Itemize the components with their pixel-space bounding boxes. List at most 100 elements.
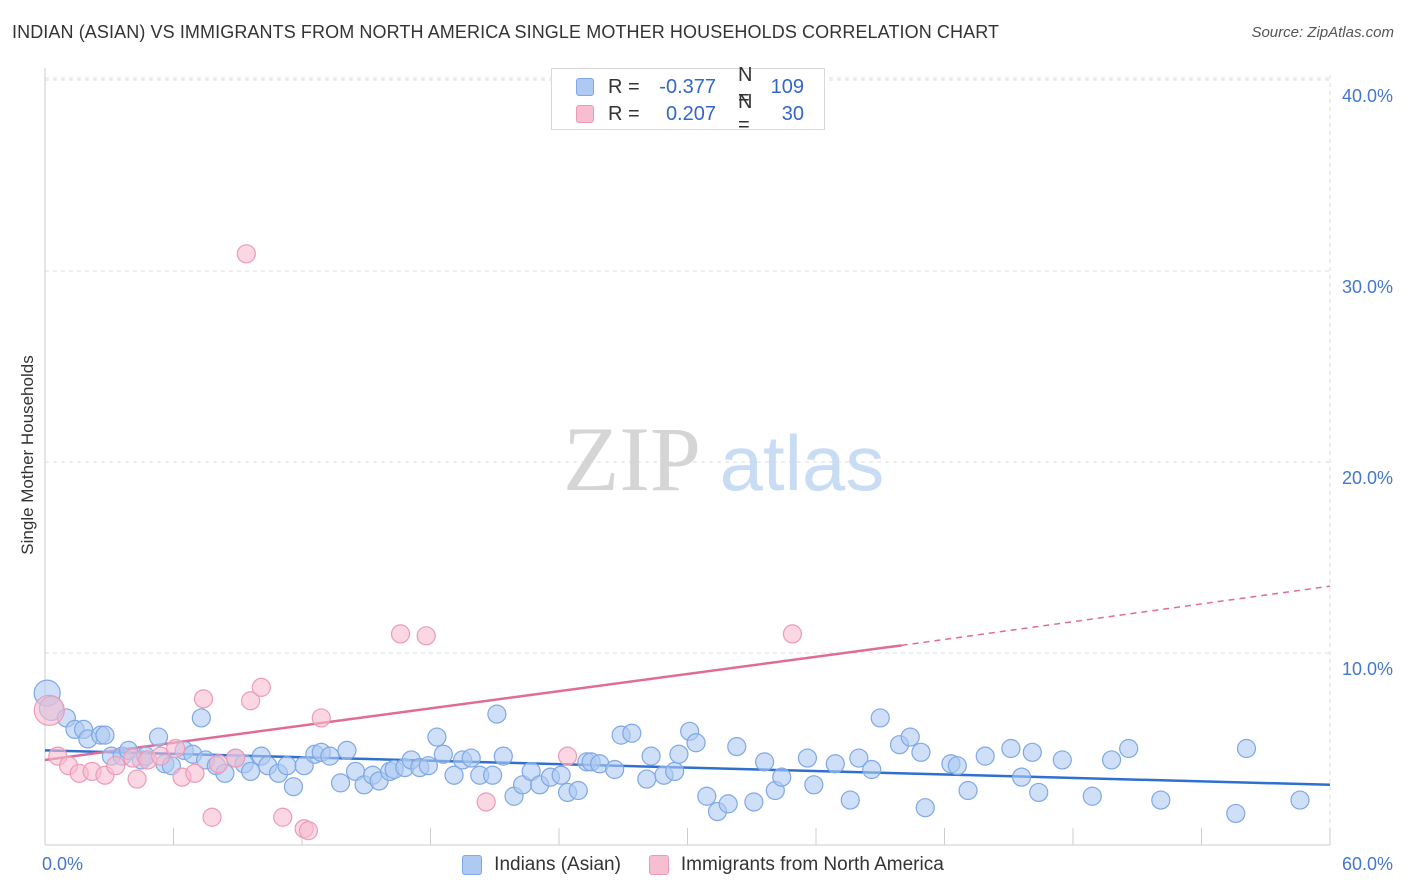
point-indians <box>241 761 261 782</box>
watermark: ZIP atlas <box>563 408 884 510</box>
point-immigrants <box>476 792 496 812</box>
series-legend: Indians (Asian) Immigrants from North Am… <box>0 852 1406 878</box>
point-indians <box>418 756 438 776</box>
r-label: R = <box>608 75 640 98</box>
point-indians <box>849 748 869 768</box>
point-indians <box>191 708 211 728</box>
y-tick-label: 20.0% <box>1342 468 1393 488</box>
point-immigrants <box>311 708 331 728</box>
point-indians <box>641 746 661 766</box>
point-immigrants <box>151 746 171 766</box>
legend-item-immigrants[interactable]: Immigrants from North America <box>648 854 944 876</box>
point-indians <box>772 767 792 787</box>
point-indians <box>744 792 764 812</box>
point-indians <box>483 765 503 785</box>
point-immigrants <box>33 694 65 726</box>
trend-line-extension <box>901 585 1331 647</box>
point-indians <box>727 736 747 757</box>
point-indians <box>461 748 481 768</box>
point-indians <box>915 798 935 818</box>
point-indians <box>487 704 507 724</box>
point-indians <box>825 754 845 774</box>
point-indians <box>330 773 351 793</box>
point-immigrants <box>557 746 578 766</box>
point-immigrants <box>202 807 222 827</box>
point-immigrants <box>236 244 256 264</box>
source-label: Source: ZipAtlas.com <box>1251 24 1394 41</box>
point-indians <box>840 790 860 810</box>
point-indians <box>797 748 818 768</box>
watermark-zip: ZIP <box>563 408 701 510</box>
point-indians <box>686 733 706 753</box>
point-indians <box>718 794 738 814</box>
point-indians <box>1101 750 1122 770</box>
point-immigrants <box>106 756 126 776</box>
point-immigrants <box>185 763 205 783</box>
point-indians <box>320 746 340 766</box>
point-indians <box>427 727 447 747</box>
point-indians <box>433 744 453 764</box>
x-tick-label-min: 0.0% <box>42 854 83 874</box>
point-indians <box>1151 790 1171 810</box>
n-label: N = <box>738 91 753 136</box>
point-indians <box>911 742 931 762</box>
r-value: -0.377 <box>659 75 716 98</box>
trend-line-immigrants <box>44 644 902 762</box>
point-indians <box>637 769 657 789</box>
y-tick-label: 10.0% <box>1342 659 1393 679</box>
point-indians <box>1001 738 1021 759</box>
n-value: 109 <box>770 75 804 98</box>
point-indians <box>900 727 920 747</box>
point-immigrants <box>273 807 293 827</box>
point-immigrants <box>251 677 271 697</box>
point-indians <box>1022 742 1042 762</box>
point-indians <box>622 723 642 743</box>
point-immigrants <box>416 626 436 646</box>
r-value: 0.207 <box>665 102 716 125</box>
point-indians <box>1082 786 1102 806</box>
stats-legend: R = -0.377 N = 109 R = 0.207 N = 30 <box>551 64 825 136</box>
r-label: R = <box>608 102 640 125</box>
point-indians <box>568 780 588 801</box>
n-label: N = <box>738 64 753 109</box>
n-value: 30 <box>781 102 804 125</box>
legend-item-indians[interactable]: Indians (Asian) <box>462 854 621 876</box>
point-indians <box>605 759 625 780</box>
point-indians <box>754 752 775 772</box>
point-indians <box>551 765 571 785</box>
point-indians <box>148 727 169 747</box>
point-indians <box>1236 738 1257 759</box>
point-indians <box>1226 803 1246 824</box>
point-immigrants <box>166 738 186 759</box>
point-indians <box>444 765 464 785</box>
point-indians <box>958 780 978 801</box>
point-immigrants <box>298 821 319 841</box>
point-indians <box>283 777 304 797</box>
point-immigrants <box>390 624 411 644</box>
point-indians <box>947 756 967 776</box>
tick-labels: 10.0% 20.0% 30.0% 40.0% 0.0% 60.0% <box>42 86 1393 874</box>
point-indians <box>870 708 890 728</box>
watermark-atlas: atlas <box>720 419 885 507</box>
point-indians <box>665 761 685 782</box>
pink-swatch <box>648 855 669 875</box>
pink-swatch <box>576 105 594 123</box>
legend-label: Indians (Asian) <box>494 854 621 875</box>
point-indians <box>337 740 357 761</box>
blue-swatch <box>576 78 594 96</box>
point-indians <box>1119 738 1139 759</box>
point-immigrants <box>127 769 147 789</box>
point-indians <box>1290 790 1310 810</box>
stats-row-immigrants: R = 0.207 N = 30 <box>576 91 804 136</box>
blue-swatch <box>462 855 483 875</box>
point-indians <box>95 725 115 745</box>
point-indians <box>804 775 824 795</box>
point-immigrants <box>226 748 246 768</box>
legend-label: Immigrants from North America <box>680 854 944 875</box>
data-points <box>33 244 1310 841</box>
y-tick-label: 30.0% <box>1342 277 1393 297</box>
point-indians <box>1052 750 1072 770</box>
chart-title: INDIAN (ASIAN) VS IMMIGRANTS FROM NORTH … <box>12 22 1000 42</box>
point-indians <box>493 746 513 766</box>
